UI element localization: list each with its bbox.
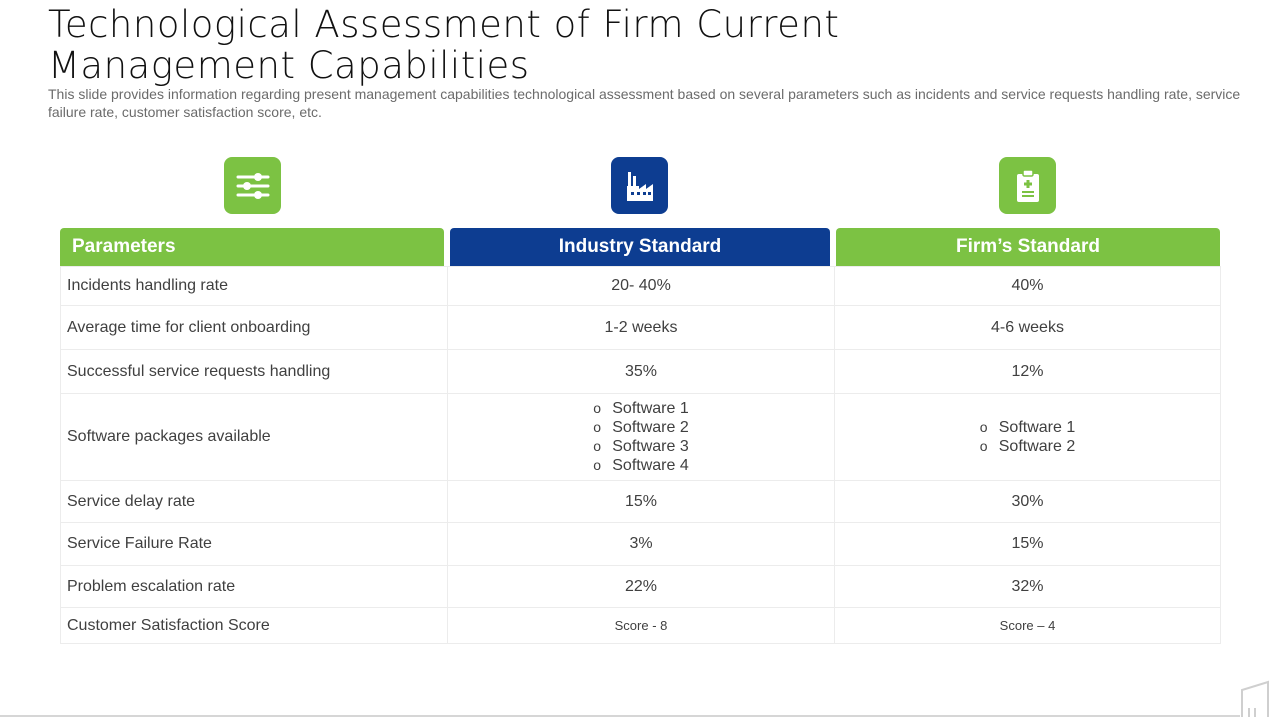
parameter-cell: Software packages available xyxy=(60,393,448,481)
factory-icon xyxy=(626,171,653,201)
header-parameters: Parameters xyxy=(60,228,444,266)
firm-value-cell: 12% xyxy=(834,349,1221,394)
table-row: Service Failure Rate 3% 15% xyxy=(60,522,1221,566)
slide-subtitle: This slide provides information regardin… xyxy=(48,86,1241,120)
industry-value-cell: 35% xyxy=(447,349,835,394)
table-row: Customer Satisfaction Score Score - 8 Sc… xyxy=(60,607,1221,644)
list-item: Software 3 xyxy=(593,437,688,456)
industry-value-cell: Software 1 Software 2 Software 3 Softwar… xyxy=(447,393,835,481)
header-industry-standard: Industry Standard xyxy=(450,228,830,266)
list-item: Software 1 xyxy=(980,418,1075,437)
table-row: Incidents handling rate 20- 40% 40% xyxy=(60,266,1221,306)
industry-value-cell: 1-2 weeks xyxy=(447,305,835,350)
building-outline-icon xyxy=(1241,680,1269,717)
list-item: Software 2 xyxy=(593,418,688,437)
industry-value-cell: 3% xyxy=(447,522,835,566)
firm-value-cell: 30% xyxy=(834,480,1221,523)
list-item: Software 2 xyxy=(980,437,1075,456)
table-row: Software packages available Software 1 S… xyxy=(60,393,1221,481)
parameter-cell: Problem escalation rate xyxy=(60,565,448,608)
industry-software-list: Software 1 Software 2 Software 3 Softwar… xyxy=(593,399,688,475)
clipboard-icon xyxy=(1016,168,1039,202)
parameter-cell: Customer Satisfaction Score xyxy=(60,607,448,644)
list-item: Software 1 xyxy=(593,399,688,418)
factory-icon-tile xyxy=(611,157,668,214)
parameter-cell: Successful service requests handling xyxy=(60,349,448,394)
assessment-table: Incidents handling rate 20- 40% 40% Aver… xyxy=(60,266,1221,644)
table-row: Service delay rate 15% 30% xyxy=(60,480,1221,523)
industry-value-cell: Score - 8 xyxy=(447,607,835,644)
parameter-cell: Average time for client onboarding xyxy=(60,305,448,350)
firm-value-cell: Software 1 Software 2 xyxy=(834,393,1221,481)
table-row: Successful service requests handling 35%… xyxy=(60,349,1221,394)
industry-value-cell: 22% xyxy=(447,565,835,608)
sliders-icon-tile xyxy=(224,157,281,214)
firm-value-cell: 40% xyxy=(834,266,1221,306)
slide-title-line-1: Technological Assessment of Firm Current xyxy=(48,3,840,46)
sliders-icon xyxy=(236,172,269,199)
header-firm-standard: Firm’s Standard xyxy=(836,228,1220,266)
firm-software-list: Software 1 Software 2 xyxy=(980,418,1075,456)
industry-value-cell: 20- 40% xyxy=(447,266,835,306)
footer-divider xyxy=(0,715,1240,717)
table-row: Problem escalation rate 22% 32% xyxy=(60,565,1221,608)
clipboard-icon-tile xyxy=(999,157,1056,214)
firm-value-cell: 32% xyxy=(834,565,1221,608)
parameter-cell: Incidents handling rate xyxy=(60,266,448,306)
parameter-cell: Service delay rate xyxy=(60,480,448,523)
slide-title: Technological Assessment of Firm Current… xyxy=(48,4,948,86)
firm-value-cell: Score – 4 xyxy=(834,607,1221,644)
table-row: Average time for client onboarding 1-2 w… xyxy=(60,305,1221,350)
firm-value-cell: 4-6 weeks xyxy=(834,305,1221,350)
parameter-cell: Service Failure Rate xyxy=(60,522,448,566)
firm-value-cell: 15% xyxy=(834,522,1221,566)
industry-value-cell: 15% xyxy=(447,480,835,523)
list-item: Software 4 xyxy=(593,456,688,475)
slide-title-line-2: Management Capabilities xyxy=(48,44,530,87)
